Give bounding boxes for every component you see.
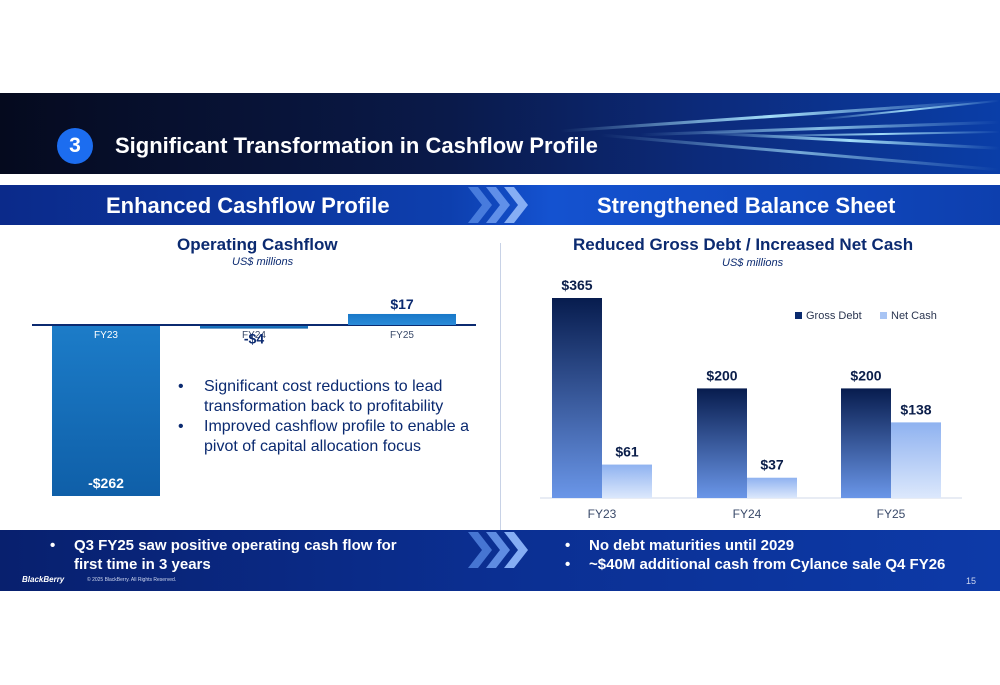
legend-label: Gross Debt [806, 310, 862, 322]
bottom-left-bullet: • Q3 FY25 saw positive operating cash flo… [50, 536, 397, 574]
data-label: $138 [900, 401, 931, 417]
bar-net-cash [891, 422, 941, 498]
data-label: -$4 [244, 331, 264, 347]
bottom-right-line1: No debt maturities until 2029 [589, 537, 795, 554]
bullet-dot: • [565, 537, 571, 554]
bullet-dot: • [178, 418, 184, 435]
title-banner [0, 93, 1000, 174]
copyright-text: © 2025 BlackBerry. All Rights Reserved. [87, 577, 177, 583]
data-label: $200 [850, 367, 881, 383]
right-chart-subtitle: US$ millions [722, 257, 784, 269]
page-title: Significant Transformation in Cashflow P… [115, 133, 598, 158]
bar-gross-debt [552, 298, 602, 498]
x-tick-label: FY25 [877, 507, 906, 521]
bar-operating-cashflow [348, 313, 456, 325]
chevron-arrows-icon [468, 187, 528, 223]
right-chart-title: Reduced Gross Debt / Increased Net Cash [573, 235, 914, 254]
bar-net-cash [602, 464, 652, 498]
x-tick-label: FY24 [733, 507, 762, 521]
bullet-item: • Significant cost reductions to lead tra… [178, 377, 478, 417]
blackberry-logo: BlackBerry [22, 575, 65, 584]
left-section-title: Enhanced Cashflow Profile [106, 193, 390, 218]
right-section-title: Strengthened Balance Sheet [597, 193, 896, 218]
bullet-item: • Improved cashflow profile to enable a p… [178, 417, 478, 457]
x-tick-label: FY23 [94, 330, 118, 341]
bullet-dot: • [178, 378, 184, 395]
left-chart-title: Operating Cashflow [177, 235, 338, 254]
legend-label: Net Cash [891, 310, 937, 322]
bullet-dot: • [50, 537, 56, 554]
x-tick-label: FY24 [242, 330, 266, 341]
page-number: 15 [966, 576, 977, 586]
debt-cash-chart: $365 $200 $200 $61 $37 $138 FY23 FY24 FY25 Gross … [540, 277, 962, 521]
bottom-left-line2: first time in 3 years [74, 556, 211, 573]
x-tick-label: FY23 [588, 507, 617, 521]
bar-operating-cashflow [200, 326, 308, 329]
bottom-right-line2: ~$40M additional cash from Cylance sale … [589, 556, 946, 573]
section-number-badge: 3 [57, 128, 93, 164]
panel-divider [500, 243, 501, 533]
bar-gross-debt [841, 388, 891, 498]
data-label: $200 [706, 367, 737, 383]
data-label: -$262 [88, 475, 124, 491]
data-label: $61 [615, 444, 639, 460]
chevron-arrows-icon [468, 532, 528, 568]
bottom-right-bullets: • No debt maturities until 2029 • ~$40M ad… [565, 536, 945, 574]
x-tick-label: FY25 [390, 330, 414, 341]
left-chart-subtitle: US$ millions [232, 256, 294, 268]
bullet-text: Significant cost reductions to lead tran… [204, 378, 444, 415]
operating-cashflow-chart: FY23 -$262 FY24-$4 FY25 $17 [32, 296, 476, 496]
data-label: $365 [561, 277, 592, 293]
data-label: $37 [760, 457, 784, 473]
bar-gross-debt [697, 388, 747, 498]
bottom-left-line1: Q3 FY25 saw positive operating cash flow… [74, 537, 397, 554]
bar-operating-cashflow [52, 326, 160, 496]
slide: 3 Significant Transformation in Cashflow… [0, 93, 1000, 591]
bullet-list: • Significant cost reductions to lead tra… [178, 377, 478, 457]
data-label: $17 [390, 296, 414, 312]
bullet-dot: • [565, 556, 571, 573]
bullet-text: Improved cashflow profile to enable a pi… [204, 418, 470, 455]
bar-net-cash [747, 477, 797, 498]
legend-swatch [795, 312, 802, 319]
legend-swatch [880, 312, 887, 319]
